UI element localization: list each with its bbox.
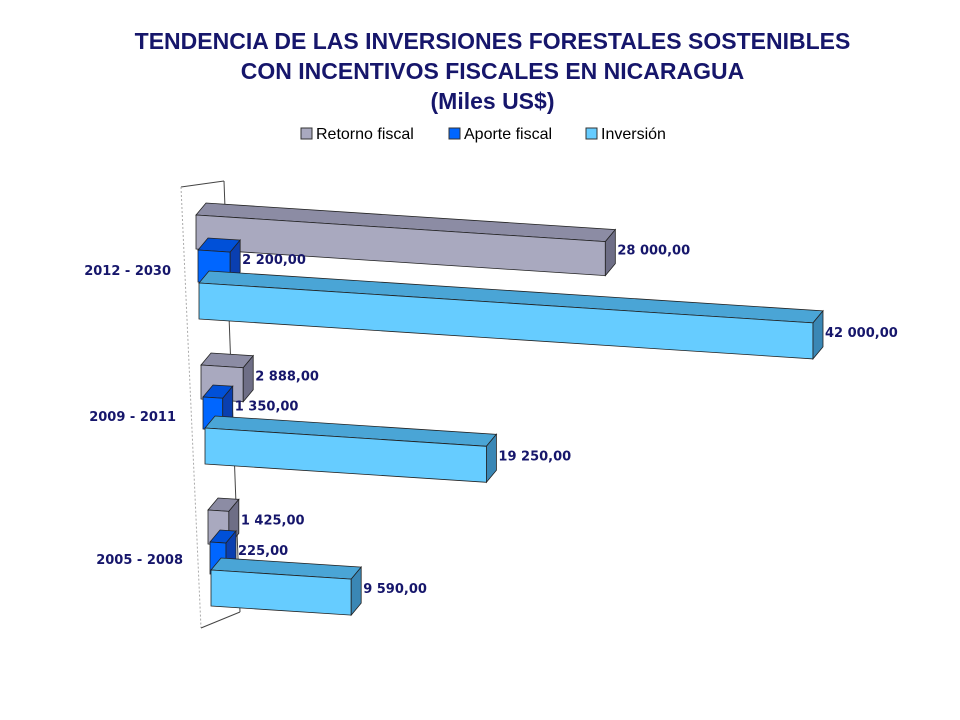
data-label-aporte-fiscal-2012-2030: 2 200,00	[242, 253, 306, 268]
data-label-retorno-fiscal-2005-2008: 1 425,00	[241, 513, 305, 528]
axis-back-edge	[180, 186, 202, 629]
category-label-2009-2011: 2009 - 2011	[89, 410, 176, 425]
data-label-aporte-fiscal-2005-2008: 225,00	[238, 544, 288, 559]
bar-side-inversion-2012-2030	[812, 309, 824, 361]
legend-label-retorno-fiscal: Retorno fiscal	[316, 126, 414, 143]
chart-title-line-2: CON INCENTIVOS FISCALES EN NICARAGUA	[240, 58, 745, 84]
legend-swatch-aporte-fiscal	[448, 127, 461, 140]
category-label-2005-2008: 2005 - 2008	[96, 553, 183, 568]
legend-swatch-inversion	[585, 127, 598, 140]
legend-label-aporte-fiscal: Aporte fiscal	[464, 126, 552, 143]
axis-top-edge	[180, 180, 225, 188]
bar-side-retorno-fiscal-2012-2030	[604, 228, 616, 277]
data-label-inversion-2009-2011: 19 250,00	[498, 449, 571, 464]
data-label-retorno-fiscal-2009-2011: 2 888,00	[255, 370, 319, 385]
data-label-aporte-fiscal-2009-2011: 1 350,00	[235, 399, 299, 414]
chart-title-line-1: TENDENCIA DE LAS INVERSIONES FORESTALES …	[134, 28, 851, 54]
chart-title-line-3: (Miles US$)	[430, 88, 555, 114]
data-label-inversion-2012-2030: 42 000,00	[825, 326, 898, 341]
legend-label-inversion: Inversión	[601, 126, 666, 143]
data-label-inversion-2005-2008: 9 590,00	[363, 582, 427, 597]
bar-side-retorno-fiscal-2009-2011	[242, 354, 254, 403]
bar-side-inversion-2009-2011	[486, 433, 497, 484]
bar-side-inversion-2005-2008	[350, 566, 362, 617]
category-label-2012-2030: 2012 - 2030	[84, 264, 171, 279]
legend-swatch-retorno-fiscal	[300, 127, 313, 140]
data-label-retorno-fiscal-2012-2030: 28 000,00	[617, 244, 690, 259]
axis-bottom-edge	[200, 611, 241, 629]
